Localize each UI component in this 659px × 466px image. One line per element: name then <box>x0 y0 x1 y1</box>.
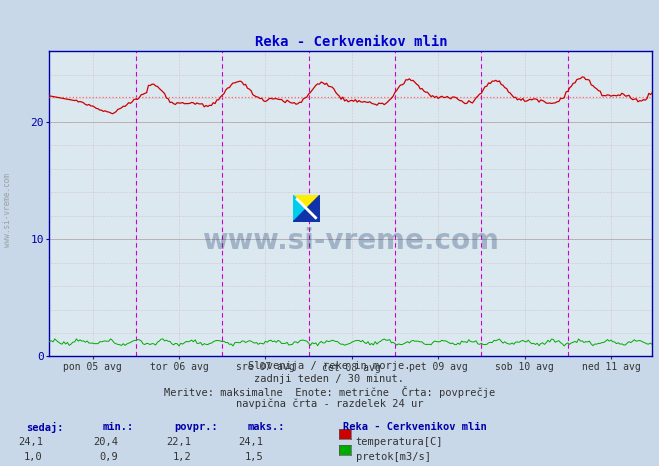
Text: sedaj:: sedaj: <box>26 422 64 433</box>
Text: temperatura[C]: temperatura[C] <box>356 437 444 447</box>
Text: navpična črta - razdelek 24 ur: navpična črta - razdelek 24 ur <box>236 399 423 410</box>
Text: 1,0: 1,0 <box>24 452 43 462</box>
Text: min.:: min.: <box>102 422 133 432</box>
Text: Reka - Cerkvenikov mlin: Reka - Cerkvenikov mlin <box>343 422 486 432</box>
Text: 20,4: 20,4 <box>94 437 119 447</box>
Text: www.si-vreme.com: www.si-vreme.com <box>3 173 13 247</box>
Polygon shape <box>293 195 306 222</box>
Text: 1,2: 1,2 <box>173 452 191 462</box>
Polygon shape <box>293 195 320 209</box>
Text: 24,1: 24,1 <box>239 437 264 447</box>
Text: Meritve: maksimalne  Enote: metrične  Črta: povprečje: Meritve: maksimalne Enote: metrične Črta… <box>164 386 495 398</box>
Text: maks.:: maks.: <box>247 422 285 432</box>
Text: 1,5: 1,5 <box>245 452 264 462</box>
Text: Slovenija / reke in morje.: Slovenija / reke in morje. <box>248 361 411 371</box>
Title: Reka - Cerkvenikov mlin: Reka - Cerkvenikov mlin <box>254 34 447 49</box>
Text: povpr.:: povpr.: <box>175 422 218 432</box>
Text: zadnji teden / 30 minut.: zadnji teden / 30 minut. <box>254 374 405 384</box>
Text: 22,1: 22,1 <box>166 437 191 447</box>
Polygon shape <box>293 195 320 222</box>
Text: pretok[m3/s]: pretok[m3/s] <box>356 452 431 462</box>
Text: 24,1: 24,1 <box>18 437 43 447</box>
Text: 0,9: 0,9 <box>100 452 119 462</box>
Text: www.si-vreme.com: www.si-vreme.com <box>202 226 500 254</box>
